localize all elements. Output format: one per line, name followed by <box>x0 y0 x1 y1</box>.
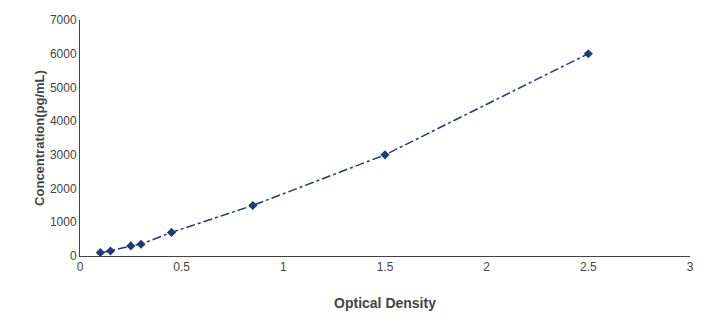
svg-text:0: 0 <box>70 249 77 263</box>
svg-text:1.5: 1.5 <box>377 260 394 274</box>
svg-text:0.5: 0.5 <box>173 260 190 274</box>
svg-text:Concentration(pg/mL): Concentration(pg/mL) <box>32 70 47 206</box>
svg-text:7000: 7000 <box>50 13 77 27</box>
svg-text:6000: 6000 <box>50 47 77 61</box>
svg-text:0: 0 <box>77 260 84 274</box>
svg-text:3000: 3000 <box>50 148 77 162</box>
svg-text:2: 2 <box>483 260 490 274</box>
svg-text:2000: 2000 <box>50 182 77 196</box>
svg-text:5000: 5000 <box>50 81 77 95</box>
svg-text:2.5: 2.5 <box>580 260 597 274</box>
svg-text:Optical Density: Optical Density <box>334 295 436 311</box>
svg-text:1000: 1000 <box>50 215 77 229</box>
svg-text:1: 1 <box>280 260 287 274</box>
svg-text:4000: 4000 <box>50 114 77 128</box>
svg-text:3: 3 <box>687 260 694 274</box>
